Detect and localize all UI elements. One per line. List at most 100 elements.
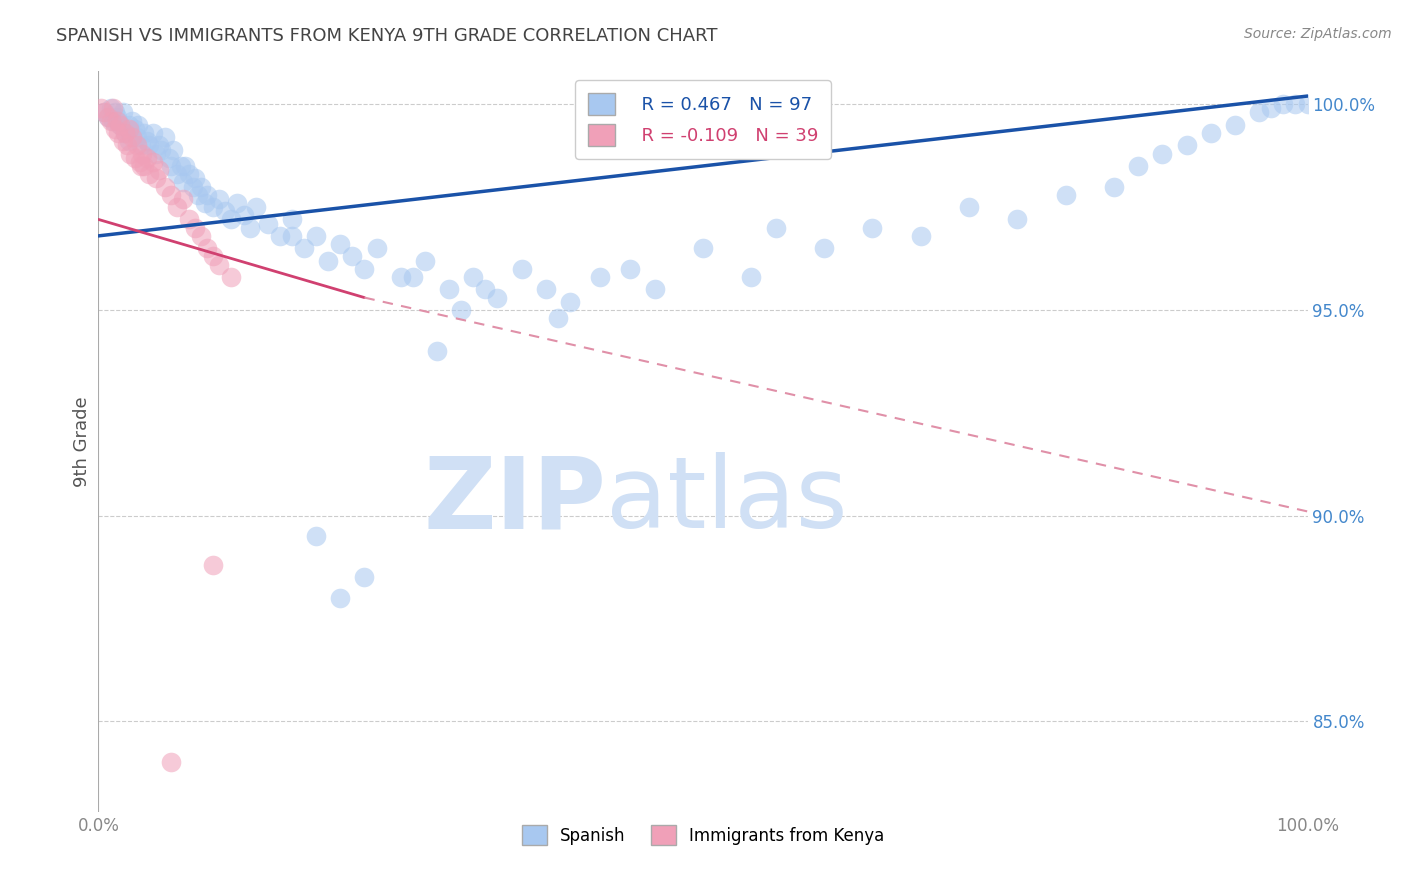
Point: [104, 122, 127, 136]
Point: [957, 200, 980, 214]
Point: [105, 110, 128, 124]
Point: [101, 113, 124, 128]
Point: [148, 138, 170, 153]
Point: [121, 130, 143, 145]
Point: [342, 250, 364, 264]
Point: [187, 187, 209, 202]
Point: [1007, 212, 1029, 227]
Point: [153, 130, 176, 145]
Point: [160, 756, 183, 770]
Point: [292, 241, 315, 255]
Point: [202, 200, 225, 214]
Point: [138, 138, 160, 153]
Point: [100, 113, 122, 128]
Point: [450, 302, 472, 317]
Point: [121, 113, 143, 128]
Point: [305, 529, 328, 543]
Point: [184, 220, 207, 235]
Y-axis label: 9th Grade: 9th Grade: [73, 396, 91, 487]
Point: [281, 212, 304, 227]
Point: [101, 101, 124, 115]
Point: [860, 220, 883, 235]
Point: [232, 208, 254, 222]
Point: [172, 176, 194, 190]
Point: [118, 134, 141, 148]
Point: [245, 200, 267, 214]
Point: [256, 217, 278, 231]
Point: [127, 130, 149, 145]
Point: [172, 192, 194, 206]
Point: [138, 167, 160, 181]
Point: [124, 151, 146, 165]
Point: [111, 105, 134, 120]
Point: [93, 105, 115, 120]
Point: [463, 270, 485, 285]
Point: [692, 241, 714, 255]
Point: [135, 151, 157, 165]
Point: [389, 270, 412, 285]
Point: [100, 101, 122, 115]
Point: [589, 270, 612, 285]
Point: [142, 126, 165, 140]
Point: [118, 146, 141, 161]
Point: [353, 570, 375, 584]
Point: [169, 159, 191, 173]
Point: [127, 138, 149, 153]
Point: [160, 159, 183, 173]
Point: [281, 228, 304, 243]
Legend: Spanish, Immigrants from Kenya: Spanish, Immigrants from Kenya: [512, 815, 894, 855]
Point: [214, 204, 236, 219]
Point: [619, 261, 641, 276]
Point: [1272, 97, 1295, 112]
Text: Source: ZipAtlas.com: Source: ZipAtlas.com: [1244, 27, 1392, 41]
Point: [208, 192, 231, 206]
Point: [510, 261, 533, 276]
Point: [195, 187, 218, 202]
Point: [486, 291, 509, 305]
Point: [128, 154, 150, 169]
Point: [1152, 146, 1174, 161]
Point: [129, 159, 152, 173]
Point: [179, 167, 201, 181]
Point: [90, 101, 112, 115]
Point: [366, 241, 388, 255]
Point: [108, 118, 131, 132]
Point: [181, 179, 204, 194]
Point: [239, 220, 262, 235]
Point: [166, 167, 188, 181]
Point: [107, 126, 129, 140]
Point: [644, 282, 666, 296]
Point: [1199, 126, 1222, 140]
Point: [118, 118, 141, 132]
Point: [558, 294, 581, 309]
Point: [145, 171, 167, 186]
Point: [1284, 97, 1306, 112]
Point: [134, 126, 156, 140]
Point: [305, 228, 328, 243]
Point: [910, 228, 932, 243]
Point: [534, 282, 557, 296]
Point: [316, 253, 339, 268]
Point: [221, 270, 243, 285]
Point: [413, 253, 436, 268]
Text: SPANISH VS IMMIGRANTS FROM KENYA 9TH GRADE CORRELATION CHART: SPANISH VS IMMIGRANTS FROM KENYA 9TH GRA…: [56, 27, 717, 45]
Point: [97, 110, 120, 124]
Point: [474, 282, 496, 296]
Point: [150, 143, 173, 157]
Point: [162, 143, 184, 157]
Point: [190, 179, 212, 194]
Point: [194, 196, 217, 211]
Point: [1054, 187, 1077, 202]
Point: [1260, 101, 1282, 115]
Point: [1102, 179, 1125, 194]
Point: [813, 241, 835, 255]
Point: [174, 159, 197, 173]
Point: [184, 171, 207, 186]
Point: [202, 250, 225, 264]
Point: [166, 200, 188, 214]
Point: [160, 187, 183, 202]
Point: [129, 138, 152, 153]
Point: [269, 228, 291, 243]
Point: [1128, 159, 1150, 173]
Point: [179, 212, 201, 227]
